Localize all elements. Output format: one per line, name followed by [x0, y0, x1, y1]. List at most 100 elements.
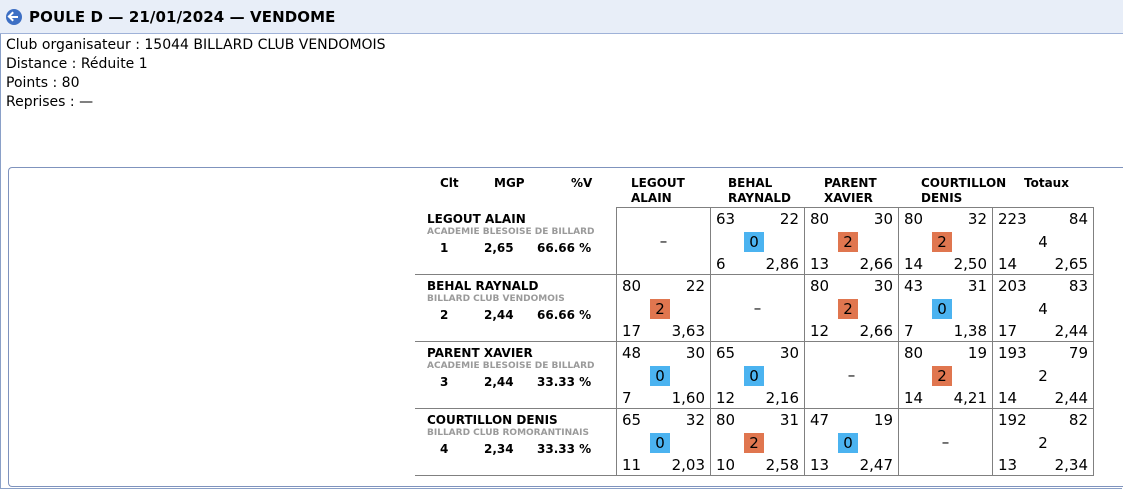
match-cell: 80 19 2 14 4,21	[898, 341, 993, 409]
total-match-points: 4	[1038, 233, 1048, 251]
match-average: 1,60	[671, 389, 705, 407]
match-best-series: 30	[685, 344, 705, 362]
match-points: 65	[716, 344, 736, 362]
match-points-win-badge: 2	[838, 299, 858, 319]
player-name: COURTILLON DENIS	[427, 413, 558, 427]
match-points-loss-badge: 0	[744, 232, 764, 252]
match-average: 2,47	[859, 456, 893, 474]
no-match-dash: –	[941, 433, 950, 451]
totals-cell: 193 79 2 14 2,44	[992, 341, 1094, 409]
self-cell: –	[616, 207, 711, 275]
match-average: 1,38	[953, 322, 987, 340]
total-points: 203	[998, 277, 1027, 295]
match-points-loss-badge: 0	[932, 299, 952, 319]
back-arrow-icon[interactable]	[6, 9, 22, 25]
player-club: ACADEMIE BLESOISE DE BILLARD	[427, 227, 595, 237]
match-innings: 13	[810, 255, 830, 273]
col-header-player-2: BEHAL RAYNALD	[728, 176, 792, 205]
match-best-series: 31	[779, 411, 799, 429]
match-points-loss-badge: 0	[744, 366, 764, 386]
col-header-totals: Totaux	[1024, 176, 1069, 190]
no-match-dash: –	[753, 299, 762, 317]
match-best-series: 32	[967, 210, 987, 228]
table-row: LEGOUT ALAIN ACADEMIE BLESOISE DE BILLARD…	[415, 207, 1094, 275]
total-match-points: 2	[1038, 367, 1048, 385]
match-innings: 14	[904, 255, 924, 273]
totals-cell: 223 84 4 14 2,65	[992, 207, 1094, 275]
match-average: 4,21	[953, 389, 987, 407]
player-mgp: 2,65	[484, 241, 514, 255]
player-win-pct: 33.33 %	[537, 442, 592, 456]
match-cell: 65 32 0 11 2,03	[616, 408, 711, 476]
match-points: 80	[622, 277, 642, 295]
table-row: COURTILLON DENIS BILLARD CLUB ROMORANTINA…	[415, 408, 1094, 476]
match-best-series: 30	[873, 277, 893, 295]
player-win-pct: 66.66 %	[537, 308, 592, 322]
total-best-series: 82	[1068, 411, 1088, 429]
match-points: 65	[622, 411, 642, 429]
match-points-loss-badge: 0	[650, 433, 670, 453]
match-points: 48	[622, 344, 642, 362]
match-best-series: 31	[967, 277, 987, 295]
total-average: 2,65	[1054, 255, 1088, 273]
match-best-series: 22	[779, 210, 799, 228]
player-mgp: 2,44	[484, 308, 514, 322]
total-points: 223	[998, 210, 1027, 228]
match-cell: 80 32 2 14 2,50	[898, 207, 993, 275]
match-innings: 13	[810, 456, 830, 474]
match-points-loss-badge: 0	[650, 366, 670, 386]
player-rank: 1	[440, 241, 449, 255]
match-best-series: 19	[873, 411, 893, 429]
match-best-series: 30	[873, 210, 893, 228]
no-match-dash: –	[847, 366, 856, 384]
match-cell: 80 31 2 10 2,58	[710, 408, 805, 476]
points-info: Points : 80	[6, 75, 80, 91]
total-average: 2,44	[1054, 322, 1088, 340]
total-match-points: 4	[1038, 300, 1048, 318]
player-cell: COURTILLON DENIS BILLARD CLUB ROMORANTINA…	[415, 408, 617, 476]
player-cell: PARENT XAVIER ACADEMIE BLESOISE DE BILLAR…	[415, 341, 617, 409]
total-innings: 14	[998, 255, 1018, 273]
player-name: PARENT XAVIER	[427, 346, 533, 360]
col-header-player-1: LEGOUT ALAIN	[631, 176, 685, 205]
match-innings: 6	[716, 255, 726, 273]
match-innings: 17	[622, 322, 642, 340]
self-cell: –	[804, 341, 899, 409]
match-cell: 47 19 0 13 2,47	[804, 408, 899, 476]
match-average: 2,16	[765, 389, 799, 407]
player-rank: 3	[440, 375, 449, 389]
match-best-series: 19	[967, 344, 987, 362]
distance-info: Distance : Réduite 1	[6, 56, 148, 72]
match-innings: 10	[716, 456, 736, 474]
match-innings: 12	[716, 389, 736, 407]
match-cell: 65 30 0 12 2,16	[710, 341, 805, 409]
player-cell: BEHAL RAYNALD BILLARD CLUB VENDOMOIS 2 2,44…	[415, 274, 617, 342]
total-innings: 17	[998, 322, 1018, 340]
player-cell: LEGOUT ALAIN ACADEMIE BLESOISE DE BILLARD…	[415, 207, 617, 275]
match-best-series: 30	[779, 344, 799, 362]
match-innings: 12	[810, 322, 830, 340]
player-mgp: 2,44	[484, 375, 514, 389]
match-best-series: 22	[685, 277, 705, 295]
player-win-pct: 66.66 %	[537, 241, 592, 255]
match-points: 80	[904, 344, 924, 362]
match-innings: 11	[622, 456, 642, 474]
total-best-series: 84	[1068, 210, 1088, 228]
match-points-win-badge: 2	[932, 366, 952, 386]
match-points-win-badge: 2	[744, 433, 764, 453]
match-points: 80	[810, 277, 830, 295]
total-best-series: 83	[1068, 277, 1088, 295]
table-row: PARENT XAVIER ACADEMIE BLESOISE DE BILLAR…	[415, 341, 1094, 409]
player-club: BILLARD CLUB VENDOMOIS	[427, 294, 565, 304]
match-points-loss-badge: 0	[838, 433, 858, 453]
match-average: 2,66	[859, 255, 893, 273]
match-points-win-badge: 2	[932, 232, 952, 252]
player-rank: 4	[440, 442, 449, 456]
match-cell: 80 30 2 12 2,66	[804, 274, 899, 342]
total-points: 192	[998, 411, 1027, 429]
table-row: BEHAL RAYNALD BILLARD CLUB VENDOMOIS 2 2,44…	[415, 274, 1094, 342]
total-best-series: 79	[1068, 344, 1088, 362]
player-rank: 2	[440, 308, 449, 322]
col-header-mgp: MGP	[494, 176, 525, 190]
match-innings: 7	[904, 322, 914, 340]
